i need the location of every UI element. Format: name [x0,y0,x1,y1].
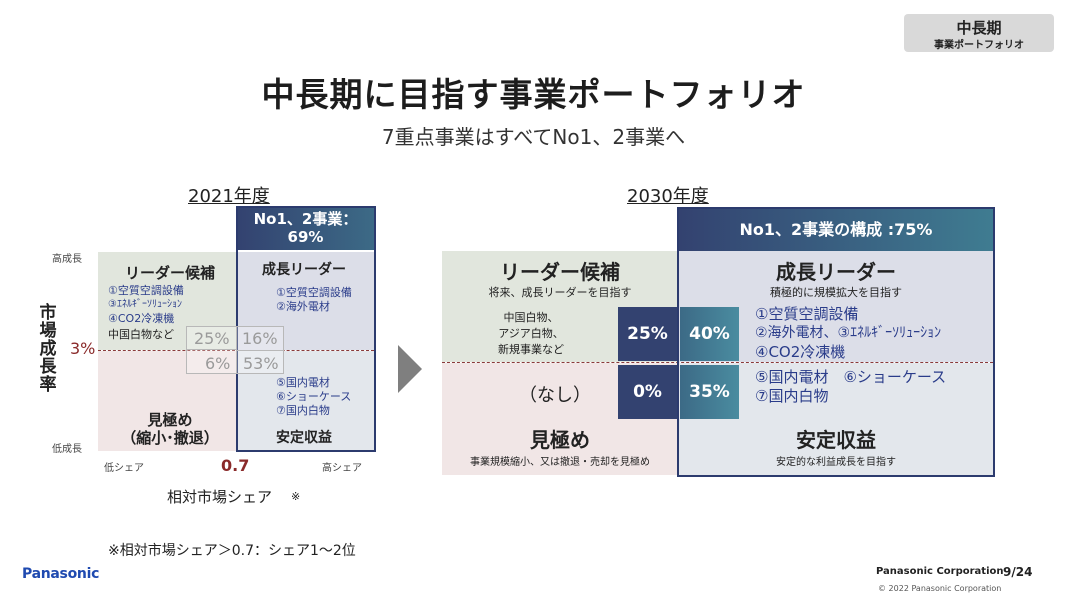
footnote: ※相対市場シェア＞0.7：シェア1～2位 [108,543,356,559]
right-q4-item: ⑦国内白物 [755,387,829,405]
left-q4-item: ⑥ショーケース [276,390,352,403]
left-year-label: 2021年度 [188,186,270,207]
right-q4-item: ⑤国内電材 ⑥ショーケース [755,368,947,386]
left-pct-q4: 53% [243,354,279,373]
left-pct-cell [186,326,237,350]
right-split-line [442,362,993,363]
left-q4-item: ⑤国内電材 [276,376,330,389]
section-tag: 中長期 事業ポートフォリオ [904,14,1054,52]
right-pct-q3: 0% [618,365,677,419]
left-quadrant-leader-candidate [98,252,236,350]
right-pct-q1: 25% [618,307,677,361]
left-q1-item: ①空質空調設備 [108,284,184,297]
right-pct-q2: 40% [680,307,739,361]
right-pct-q4: 35% [680,365,739,419]
left-y-low: 低成長 [52,444,82,455]
right-year-label: 2030年度 [627,186,709,207]
panasonic-logo: Panasonic [22,566,100,582]
left-q2-title: 成長リーダー [262,262,346,278]
right-q3-none: （なし） [519,385,591,406]
page-number: 9/24 [1003,565,1033,579]
right-no12-frame [677,207,995,477]
section-tag-subtitle: 事業ポートフォリオ [934,40,1024,51]
right-q2-item: ②海外電材、③ｴﾈﾙｷﾞｰｿﾘｭｰｼｮﾝ [755,325,942,341]
left-y-split-value: 3% [70,339,96,358]
right-q4-subtitle: 安定的な利益成長を目指す [776,457,896,468]
right-q1-subtitle: 将来、成長リーダーを目指す [488,286,632,299]
left-x-axis-label: 相対市場シェア [167,488,273,506]
page-subtitle: 7重点事業はすべてNo1、2事業へ [381,125,686,149]
section-tag-title: 中長期 [956,19,1002,37]
right-q2-subtitle: 積極的に規模拡大を目指す [770,286,902,299]
right-q2-title: 成長リーダー [776,260,896,284]
left-q1-title: リーダー候補 [125,264,216,282]
left-pct-q1: 25% [194,329,230,348]
left-q2-item: ①空質空調設備 [276,286,352,299]
right-q3-title: 見極め [530,428,590,452]
right-top-box: No1、2事業の構成 :75% [679,209,993,251]
left-x-split-value: 0.7 [221,456,250,475]
left-q1-item: ③ｴﾈﾙｷﾞｰｿﾘｭｰｼｮﾝ [108,299,182,310]
left-no12-frame [236,206,376,452]
copyright: © 2022 Panasonic Corporation [878,584,1002,593]
right-q1-items: 中国白物、 アジア白物、 新規事業など [498,311,564,356]
right-q3-subtitle: 事業規模縮小、又は撤退・売却を見極め [470,457,650,468]
left-x-low: 低シェア [104,463,144,474]
left-y-axis-label: 市場成長率 [39,303,57,395]
left-pct-cell [236,350,284,374]
left-q4-item: ⑦国内白物 [276,404,330,417]
left-q1-item: 中国白物など [108,328,174,341]
left-x-axis-mark: ※ [291,490,301,503]
left-q2-item: ②海外電材 [276,300,330,313]
left-pct-q3: 6% [205,354,231,373]
right-q1-title: リーダー候補 [500,260,620,284]
left-q4-title: 安定収益 [276,430,332,446]
right-q2-item: ①空質空調設備 [755,305,859,323]
left-quadrant-growth-leader [238,252,374,350]
page-title: 中長期に目指す事業ポートフォリオ [261,75,806,114]
left-q3-title: 見極め （縮小･撤退） [121,411,219,447]
corporation-name: Panasonic Corporation [876,566,1004,577]
left-q1-item: ④CO2冷凍機 [108,312,175,325]
right-q4-title: 安定収益 [796,428,876,452]
left-y-high: 高成長 [52,254,82,265]
right-q2-item: ④CO2冷凍機 [755,343,846,361]
arrow-right-icon [398,345,422,393]
left-top-box: No1、2事業： 69% [237,206,374,250]
left-x-high: 高シェア [322,463,362,474]
left-quadrant-stable [238,351,374,451]
left-pct-q2: 16% [242,329,278,348]
left-quadrant-evaluate [98,351,236,451]
